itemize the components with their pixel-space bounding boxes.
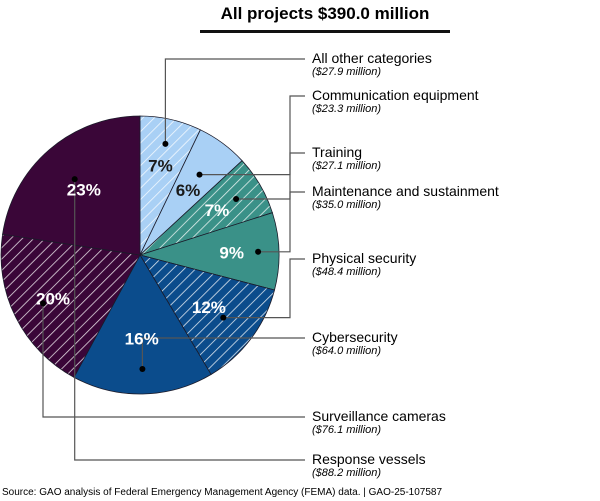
percent-label-training: 7% <box>205 201 230 220</box>
leader-dot-response-vessels <box>71 176 78 183</box>
slice-name: Maintenance and sustainment <box>312 183 499 199</box>
leader-dot-physical-security <box>220 314 227 321</box>
slice-name: Response vessels <box>312 451 426 467</box>
slice-amount: ($48.4 million) <box>312 266 382 278</box>
slice-amount: ($27.9 million) <box>312 66 382 78</box>
slice-name: All other categories <box>312 50 432 66</box>
pie-slice-response-vessels <box>2 115 141 256</box>
leader-line-physical-security <box>223 258 305 319</box>
percent-label-communication-equipment: 6% <box>176 181 201 200</box>
slice-label-cybersecurity: Cybersecurity ($64.0 million) <box>312 329 398 358</box>
slice-name: Cybersecurity <box>312 329 398 345</box>
slice-label-maintenance-and-sustainment: Maintenance and sustainment ($35.0 millio… <box>312 183 499 212</box>
slice-label-all-other-categories: All other categories ($27.9 million) <box>312 50 432 79</box>
slice-label-physical-security: Physical security ($48.4 million) <box>312 250 416 279</box>
percent-label-maintenance-and-sustainment: 9% <box>219 244 244 263</box>
slice-name: Surveillance cameras <box>312 408 446 424</box>
slice-label-response-vessels: Response vessels ($88.2 million) <box>312 451 426 480</box>
slice-amount: ($23.3 million) <box>312 103 382 115</box>
percent-label-physical-security: 12% <box>192 298 226 317</box>
slice-label-surveillance-cameras: Surveillance cameras ($76.1 million) <box>312 408 446 437</box>
leader-line-cybersecurity <box>141 337 305 369</box>
leader-line-surveillance-cameras <box>42 303 305 418</box>
leader-dot-surveillance-cameras <box>40 300 46 307</box>
slice-label-communication-equipment: Communication equipment ($23.3 million) <box>312 87 479 116</box>
slice-amount: ($88.2 million) <box>312 467 382 479</box>
slice-name: Communication equipment <box>312 87 479 103</box>
pie-slice-surveillance-cameras <box>0 233 141 378</box>
slice-name: Training <box>312 144 363 160</box>
leader-line-all-other-categories <box>164 58 305 144</box>
leader-dot-cybersecurity <box>139 366 146 372</box>
leader-dot-maintenance-and-sustainment <box>255 248 262 255</box>
leader-line-response-vessels <box>74 179 305 461</box>
slice-name: Physical security <box>312 250 417 266</box>
pie-slice-cybersecurity <box>73 254 212 395</box>
leader-line-maintenance-and-sustainment <box>258 191 305 253</box>
leader-dot-training <box>233 196 240 202</box>
title-underline <box>200 30 450 33</box>
slice-label-training: Training ($27.1 million) <box>312 144 381 173</box>
percent-label-response-vessels: 23% <box>67 181 101 200</box>
chart-title: All projects $390.0 million <box>220 4 430 23</box>
percent-label-cybersecurity: 16% <box>125 329 159 348</box>
slice-amount: ($76.1 million) <box>312 424 382 436</box>
source-note: Source: GAO analysis of Federal Emergenc… <box>2 487 443 498</box>
slice-amount: ($35.0 million) <box>312 199 382 211</box>
leader-dot-communication-equipment <box>196 171 203 178</box>
slice-amount: ($64.0 million) <box>312 345 382 357</box>
leader-dot-all-other-categories <box>162 140 169 147</box>
slice-amount: ($27.1 million) <box>312 160 382 172</box>
percent-label-all-other-categories: 7% <box>148 157 173 176</box>
